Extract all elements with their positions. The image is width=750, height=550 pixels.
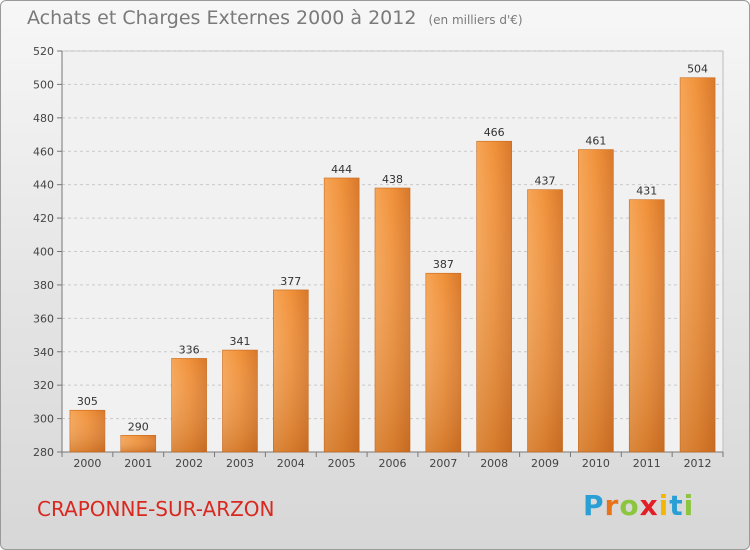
y-tick-label: 280 [33,446,54,459]
x-tick-label: 2006 [379,457,407,470]
bar-shade [375,188,410,452]
data-label: 438 [382,173,403,186]
y-tick-label: 460 [33,145,54,158]
y-tick-label: 320 [33,379,54,392]
data-label: 466 [484,126,505,139]
logo-letter: x [639,489,659,522]
y-tick-label: 380 [33,279,54,292]
x-tick-label: 2012 [684,457,712,470]
bar-shade [629,199,665,452]
x-tick-label: 2005 [328,457,356,470]
bar-shade [324,177,360,452]
data-label: 290 [128,420,149,433]
x-tick-label: 2003 [226,457,254,470]
bar-shade [425,273,461,452]
data-label: 461 [585,135,606,148]
bar-shade [222,350,258,452]
x-tick-label: 2008 [480,457,508,470]
y-axis: 280 300 320 340 360 380 400 420 440 460 480 500 520 [33,45,63,459]
proxiti-logo[interactable]: Proxiti [583,489,694,522]
y-tick-label: 440 [33,179,54,192]
x-tick-label: 2009 [531,457,559,470]
city-name: CRAPONNE-SUR-ARZON [37,497,275,521]
data-label: 444 [331,163,352,176]
data-label: 431 [636,185,657,198]
data-label: 387 [433,258,454,271]
y-tick-label: 420 [33,212,54,225]
x-tick-label: 2010 [582,457,610,470]
x-tick-label: 2002 [175,457,203,470]
data-label: 377 [280,275,301,288]
x-axis: 2000 2001 2002 2003 2004 2005 2006 2007 2008 2009… [61,451,724,470]
data-label: 336 [179,343,200,356]
logo-letter: i [658,489,670,522]
x-tick-label: 2000 [73,457,101,470]
logo-letter: t [669,489,684,522]
x-tick-label: 2011 [633,457,661,470]
y-tick-label: 520 [33,45,54,58]
data-label: 305 [77,395,98,408]
x-tick-label: 2007 [429,457,457,470]
y-tick-label: 400 [33,246,54,259]
chart-title: Achats et Charges Externes 2000 à 2012 (e… [27,7,523,29]
bar-shade [527,189,563,452]
data-label: 504 [687,63,708,76]
bar-shade [273,289,309,452]
y-tick-label: 480 [33,112,54,125]
y-tick-label: 500 [33,78,54,91]
chart-unit: (en milliers d'€) [428,13,523,27]
data-label: 341 [229,335,250,348]
bar-shade [171,358,207,452]
bars [69,77,716,453]
x-tick-label: 2001 [124,457,152,470]
logo-letter: r [604,489,620,522]
bar-shade [680,77,716,452]
logo-letter: i [683,489,695,522]
logo-letter: o [619,489,640,522]
x-tick-label: 2004 [277,457,305,470]
bar-shade [578,149,614,452]
y-tick-label: 340 [33,346,54,359]
data-label: 437 [535,175,556,188]
logo-letter: P [583,489,605,522]
chart-title-text: Achats et Charges Externes 2000 à 2012 [27,7,417,29]
bar-shade [69,410,105,452]
y-tick-label: 360 [33,312,54,325]
data-labels: 305 290 336 341 377 444 438 387 466 437 461 431 504 [77,63,708,434]
bar-shade [120,435,156,452]
bar-shade [476,141,512,452]
y-tick-label: 300 [33,413,54,426]
